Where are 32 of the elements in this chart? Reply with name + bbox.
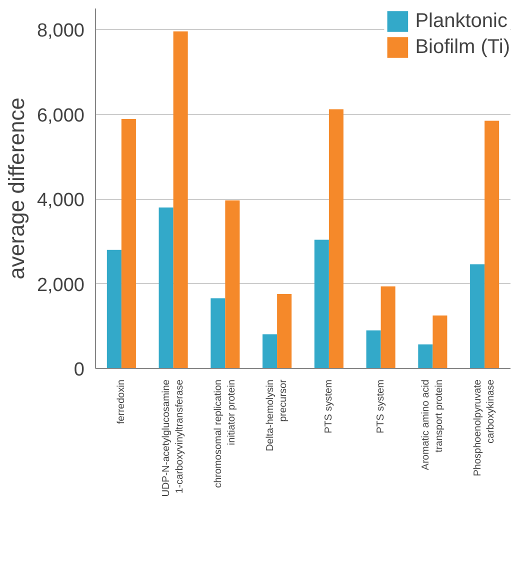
bar	[380, 286, 396, 368]
bar	[432, 316, 448, 368]
bar	[484, 120, 500, 368]
bar	[173, 31, 188, 368]
bar	[418, 344, 433, 368]
y-tick-label: 4,000	[36, 190, 84, 212]
x-tick-label: PTS system	[375, 379, 386, 434]
bar	[277, 294, 292, 368]
x-tick-label: UDP-N-acetylglucosamine 1-carboxyvinyltransferase	[161, 379, 186, 497]
x-tick-label: chromosomal replication initiator protein	[213, 379, 238, 488]
bar	[262, 334, 278, 368]
x-tick-label: Phosphoenolpyruvate carboxykinase	[472, 379, 497, 476]
bar	[158, 208, 174, 368]
y-tick-label: 8,000	[36, 20, 84, 42]
x-tick-label: PTS system	[323, 379, 334, 434]
y-axis-title: average difference	[4, 98, 29, 280]
bar	[470, 264, 485, 368]
bar	[328, 109, 344, 368]
x-tick-label: Delta-hemolysin precursor	[264, 378, 290, 452]
x-tick-label: Aromatic amino acid transport protein	[420, 379, 445, 470]
y-tick-label: 2,000	[36, 274, 84, 296]
y-tick-label: 0	[74, 360, 85, 380]
bar	[121, 119, 136, 368]
bar	[106, 250, 122, 368]
bar	[225, 200, 240, 368]
x-tick-label: ferredoxin	[116, 380, 127, 424]
legend-label: Planktonic	[415, 10, 508, 32]
legend-label: Biofilm (Ti)	[415, 36, 510, 58]
y-tick-label: 6,000	[36, 105, 84, 126]
bar	[366, 330, 381, 368]
bar	[210, 298, 226, 368]
bar	[314, 240, 329, 368]
